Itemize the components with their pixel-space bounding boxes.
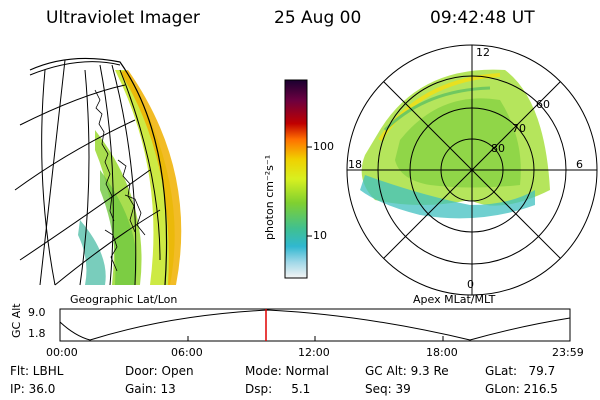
- xtick-2359: 23:59: [552, 346, 584, 359]
- glat-value: GLat: 79.7: [485, 364, 556, 378]
- mlt-label-6: 6: [576, 158, 583, 171]
- gain-value: Gain: 13: [125, 382, 176, 396]
- geographic-label: Geographic Lat/Lon: [70, 293, 178, 306]
- timeline-ylabel: GC Alt: [10, 303, 23, 338]
- mlt-label-0: 0: [467, 278, 474, 291]
- geographic-map-content: [14, 57, 182, 286]
- mlat-label-80: 80: [491, 142, 505, 155]
- observation-date: 25 Aug 00: [274, 8, 362, 28]
- polar-grid: [346, 44, 598, 296]
- instrument-title: Ultraviolet Imager: [46, 8, 200, 28]
- colorbar-tick-10: 10: [313, 229, 327, 242]
- mlat-label-70: 70: [512, 122, 526, 135]
- mlt-label-18: 18: [348, 158, 362, 171]
- mlt-label-12: 12: [476, 46, 490, 59]
- xtick-1200: 12:00: [298, 346, 330, 359]
- mlat-label-60: 60: [536, 98, 550, 111]
- ytick-1-8: 1.8: [28, 327, 46, 340]
- glon-value: GLon: 216.5: [485, 382, 558, 396]
- xtick-0600: 06:00: [171, 346, 203, 359]
- gc-alt-value: GC Alt: 9.3 Re: [365, 364, 449, 378]
- seq-value: Seq: 39: [365, 382, 411, 396]
- door-value: Door: Open: [125, 364, 194, 378]
- xtick-0000: 00:00: [46, 346, 78, 359]
- dsp-value: Dsp: 5.1: [245, 382, 311, 396]
- apex-label: Apex MLat/MLT: [413, 293, 496, 306]
- ytick-9: 9.0: [28, 306, 46, 319]
- filter-value: Flt: LBHL: [10, 364, 64, 378]
- observation-time: 09:42:48 UT: [430, 8, 535, 28]
- colorbar-tick-100: 100: [313, 140, 334, 153]
- mode-value: Mode: Normal: [245, 364, 329, 378]
- xtick-1800: 18:00: [426, 346, 458, 359]
- ip-value: IP: 36.0: [10, 382, 56, 396]
